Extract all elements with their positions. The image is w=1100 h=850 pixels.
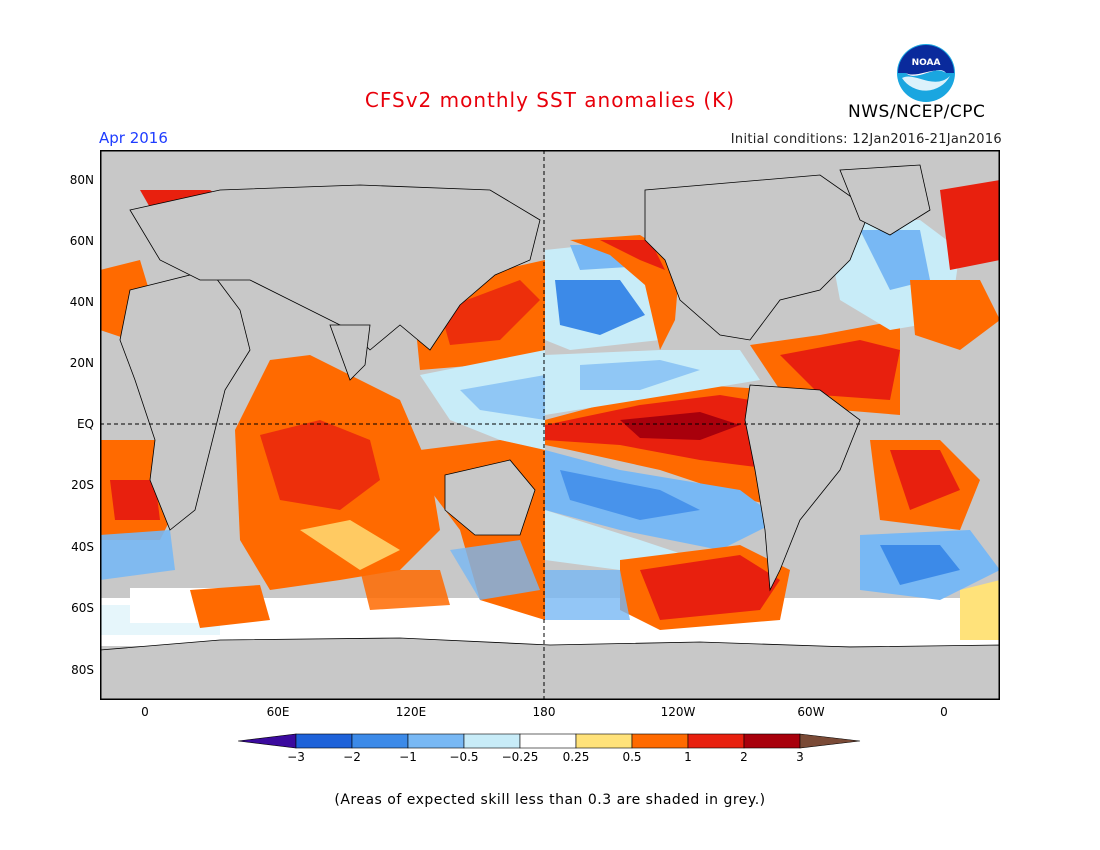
lat-label-60s: 60S bbox=[71, 601, 94, 615]
lon-label-60w: 60W bbox=[797, 705, 825, 719]
lat-label-40s: 40S bbox=[71, 540, 94, 554]
lon-label-180: 180 bbox=[532, 705, 556, 719]
lat-label-eq: EQ bbox=[76, 417, 94, 431]
sst-anomaly-map bbox=[100, 150, 1000, 700]
initial-conditions: Initial conditions: 12Jan2016-21Jan2016 bbox=[730, 132, 1002, 147]
colorbar-label: −3 bbox=[287, 750, 305, 764]
colorbar-label: −0.5 bbox=[449, 750, 479, 764]
lon-label-0: 0 bbox=[141, 705, 149, 719]
agency-label: NWS/NCEP/CPC bbox=[848, 102, 986, 122]
lat-label-20n: 20N bbox=[69, 356, 94, 370]
forecast-period: Apr 2016 bbox=[99, 129, 168, 147]
colorbar-label: 1 bbox=[684, 750, 692, 764]
colorbar-label: 3 bbox=[796, 750, 804, 764]
lat-label-20s: 20S bbox=[71, 478, 94, 492]
colorbar-label: −1 bbox=[399, 750, 417, 764]
lat-label-80n: 80N bbox=[69, 173, 94, 187]
colorbar-label: −0.25 bbox=[501, 750, 539, 764]
lon-label-0-right: 0 bbox=[940, 705, 948, 719]
svg-text:NOAA: NOAA bbox=[912, 58, 941, 68]
noaa-logo-icon: NOAA bbox=[897, 44, 955, 102]
lon-label-120w: 120W bbox=[660, 705, 696, 719]
colorbar-label: 2 bbox=[740, 750, 748, 764]
lat-label-60n: 60N bbox=[69, 234, 94, 248]
lon-label-120e: 120E bbox=[395, 705, 427, 719]
colorbar-label: −2 bbox=[343, 750, 361, 764]
skill-footnote: (Areas of expected skill less than 0.3 a… bbox=[334, 792, 766, 808]
colorbar-label: 0.25 bbox=[562, 750, 590, 764]
colorbar bbox=[238, 733, 861, 749]
lat-label-80s: 80S bbox=[71, 663, 94, 677]
map-title: CFSv2 monthly SST anomalies (K) bbox=[364, 88, 736, 112]
colorbar-label: 0.5 bbox=[622, 750, 642, 764]
lon-label-60e: 60E bbox=[266, 705, 290, 719]
lat-label-40n: 40N bbox=[69, 295, 94, 309]
